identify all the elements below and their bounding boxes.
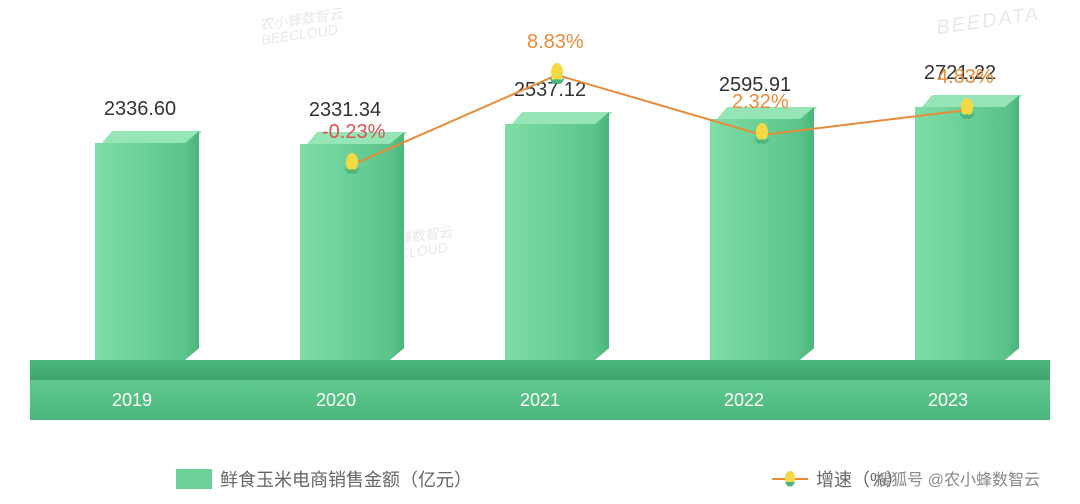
bar-value-label: 2331.34 <box>270 99 420 122</box>
axis-base: 20192020202120222023 <box>30 360 1050 420</box>
bars-layer: 2336.602331.342537.122595.912721.22 <box>30 10 1050 360</box>
year-label: 2021 <box>438 380 642 420</box>
bar <box>710 119 800 360</box>
corn-marker-icon <box>545 61 569 89</box>
year-label: 2023 <box>846 380 1050 420</box>
growth-label: 8.83% <box>527 31 584 54</box>
growth-label: -0.23% <box>322 121 385 144</box>
bar <box>505 124 595 360</box>
year-label: 2019 <box>30 380 234 420</box>
legend-bar-label: 鲜食玉米电商销售金额（亿元） <box>220 466 472 492</box>
year-label: 2020 <box>234 380 438 420</box>
chart-container: 2336.602331.342537.122595.912721.22 2019… <box>30 10 1050 420</box>
corn-marker-icon <box>340 151 364 179</box>
bar <box>915 107 1005 360</box>
bar <box>95 143 185 360</box>
legend-bar-item: 鲜食玉米电商销售金额（亿元） <box>176 466 472 492</box>
growth-label: 4.83% <box>937 66 994 89</box>
growth-label: 2.32% <box>732 91 789 114</box>
attribution-text: 搜狐号 @农小蜂数智云 <box>875 466 1040 490</box>
corn-marker-icon <box>750 121 774 149</box>
legend-bar-swatch <box>176 469 212 489</box>
bar-value-label: 2336.60 <box>65 98 215 121</box>
legend-line-swatch <box>772 469 808 489</box>
year-label: 2022 <box>642 380 846 420</box>
corn-marker-icon <box>955 96 979 124</box>
